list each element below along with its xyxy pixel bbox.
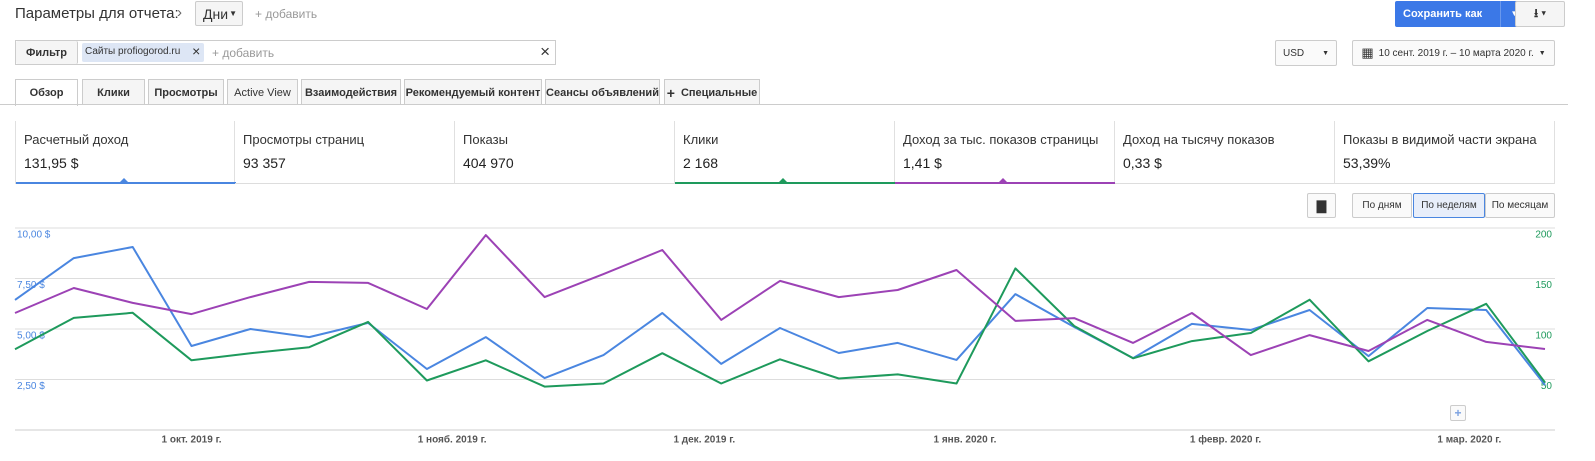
annotation-button[interactable]: ▇ [1307,193,1336,218]
tab[interactable]: Взаимодействия [301,79,401,105]
x-tick-label: 1 февр. 2020 г. [1190,434,1262,446]
tab-label: Рекомендуемый контент [405,86,541,99]
currency: USD [1282,47,1305,59]
tab[interactable]: Просмотры [148,79,224,105]
filter-chip[interactable]: Сайты profiogorod.ru × [82,43,205,62]
tab-label: Клики [97,86,130,99]
metric-notch [779,178,787,182]
add-annotation[interactable]: + [1450,405,1466,421]
series-line [14,234,1546,357]
metric-notch [999,178,1007,182]
tab[interactable]: Обзор [15,79,78,106]
metric-label: Доход на тысячу показов [1123,132,1275,147]
y2-tick-label: 100 [1535,331,1552,342]
filter-button[interactable]: Фильтр [16,41,78,64]
y2-tick-label: 150 [1535,280,1552,291]
y-tick-label: 2,50 $ [17,381,45,392]
date-range: 10 сент. 2019 г. – 10 марта 2020 г. [1378,47,1534,59]
metric-label: Показы [463,132,508,147]
metric-notch [120,178,128,182]
metric-label: Клики [683,132,719,147]
period-dropdown[interactable]: Дни ▼ [195,1,243,26]
metric-underline [895,182,1115,184]
metric-label: Доход за тыс. показов страницы [903,132,1099,147]
download-button[interactable]: ⭳ ▾ [1515,1,1565,27]
tab-line [0,104,1568,105]
tab-label: Обзор [29,87,64,99]
metric-card[interactable]: Показы в видимой части экрана 53,39% [1335,121,1555,184]
metric-value: 93 357 [243,155,286,171]
date-dropdown[interactable]: ▦ 10 сент. 2019 г. – 10 марта 2020 г. ▼ [1352,40,1555,66]
x-tick-label: 1 окт. 2019 г. [162,435,222,446]
y-tick-label: 7,50 $ [17,280,45,291]
series-line [14,267,1546,388]
tab[interactable]: Active View [227,79,298,105]
metric-card[interactable]: Доход за тыс. показов страницы 1,41 $ [895,121,1115,184]
metric-card[interactable]: Расчетный доход 131,95 $ [15,121,236,184]
metric-card[interactable]: Доход на тысячу показов 0,33 $ [1115,121,1335,184]
tab[interactable]: Клики [82,79,145,105]
filter-add[interactable]: + добавить [212,46,275,60]
y-tick-label: 10,00 $ [17,230,51,241]
tab[interactable]: + Специальные [664,79,760,105]
metric-underline [675,182,895,184]
metric-card[interactable]: Просмотры страниц 93 357 [235,121,455,184]
metric-value: 131,95 $ [24,155,79,171]
y2-tick-label: 50 [1541,381,1553,392]
plus-icon: + [666,84,675,101]
metric-card[interactable]: Показы 404 970 [455,121,675,184]
x-tick-label: 1 нояб. 2019 г. [418,434,487,446]
series-line [14,246,1546,386]
tab-label: Взаимодействия [304,86,398,99]
metric-label: Просмотры страниц [243,132,365,147]
y2-tick-label: 200 [1535,230,1552,241]
metric-card[interactable]: Клики 2 168 [675,121,895,184]
tab-label: Active View [234,86,291,99]
x-tick-label: 1 янв. 2020 г. [933,435,996,446]
metric-value: 53,39% [1343,155,1391,171]
metric-value: 404 970 [463,155,514,171]
clear-filter[interactable]: × [540,42,550,61]
add-dimension[interactable]: + добавить [255,7,318,21]
tab-label: Сеансы объявлений [546,86,659,99]
filter-box: Фильтр Сайты profiogorod.ru × + добавить … [15,40,556,65]
granularity-button[interactable]: По неделям [1413,193,1485,218]
period: Дни [203,5,229,22]
tab-label: Специальные [680,86,758,99]
y-tick-label: 5,00 $ [17,331,45,342]
metric-label: Показы в видимой части экрана [1343,132,1537,147]
tab-label: Просмотры [154,86,218,99]
save-button[interactable]: Сохранить как▼ [1395,1,1528,27]
chevron: › [177,4,182,21]
metric-label: Расчетный доход [24,132,129,147]
granularity-button[interactable]: По дням [1352,193,1412,218]
metric-value: 1,41 $ [903,155,942,171]
currency-dropdown[interactable]: USD ▼ [1275,40,1337,66]
tab[interactable]: Сеансы объявлений [545,79,660,105]
metric-value: 2 168 [683,155,719,171]
report-title: Параметры для отчета: [15,5,179,22]
metric-underline [16,182,236,184]
save-label: Сохранить как [1403,8,1483,20]
granularity-button[interactable]: По месяцам [1485,193,1555,218]
x-tick-label: 1 дек. 2019 г. [673,435,735,446]
metric-value: 0,33 $ [1123,155,1162,171]
x-tick-label: 1 мар. 2020 г. [1437,435,1501,446]
tab[interactable]: Рекомендуемый контент [404,79,542,105]
chip-label: Сайты profiogorod.ru [85,46,181,57]
